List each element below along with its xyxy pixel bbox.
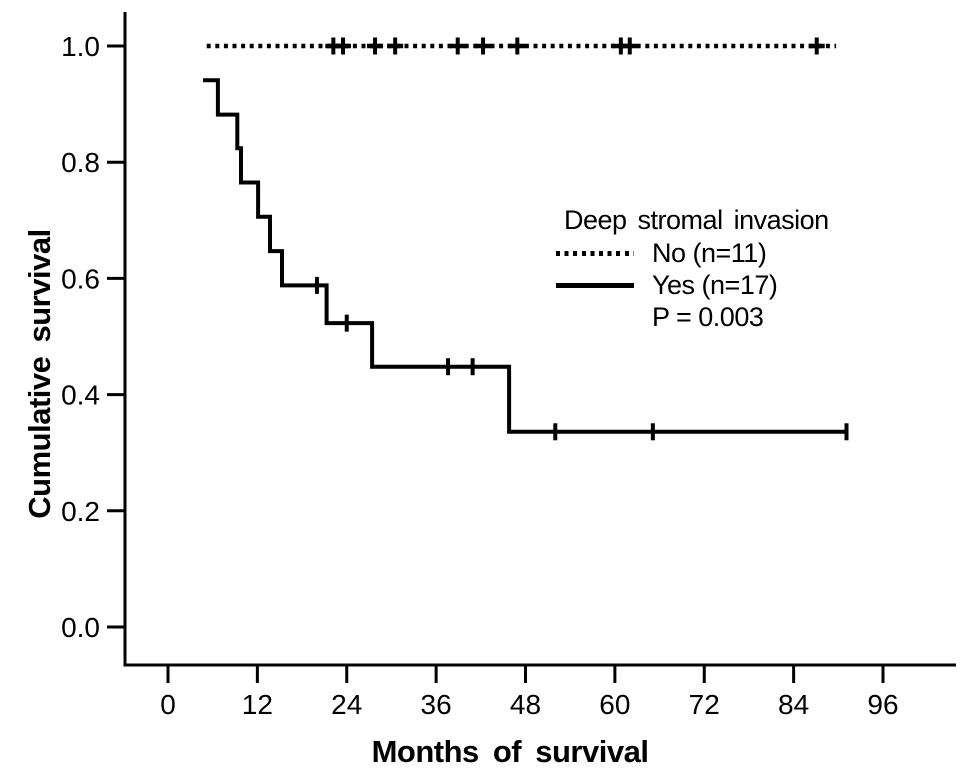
p-value-label: P = 0.003 <box>652 301 764 332</box>
legend-pvalue-row: P = 0.003 <box>556 301 829 333</box>
x-tick-label: 0 <box>160 689 176 720</box>
y-tick-label: 0.0 <box>61 612 100 643</box>
x-axis-title: Months of survival <box>371 734 649 769</box>
y-tick-label: 0.4 <box>61 380 100 411</box>
y-axis-title: Cumulative survival <box>22 229 57 519</box>
legend-entry-yes: Yes (n=17) <box>556 269 829 301</box>
legend-sample-spacer <box>556 315 634 320</box>
y-tick-label: 1.0 <box>61 31 100 62</box>
legend-label-yes: Yes (n=17) <box>652 269 778 300</box>
x-tick-label: 48 <box>510 689 541 720</box>
x-tick-label: 72 <box>689 689 720 720</box>
y-tick-label: 0.8 <box>61 147 100 178</box>
survival-curve-yes <box>203 78 848 434</box>
x-tick-label: 60 <box>599 689 630 720</box>
x-tick-label: 12 <box>242 689 273 720</box>
legend-label-no: No (n=11) <box>652 237 767 268</box>
y-tick-label: 0.2 <box>61 496 100 527</box>
x-tick-label: 36 <box>421 689 452 720</box>
x-tick-label: 24 <box>331 689 362 720</box>
legend-title: Deep stromal invasion <box>564 205 829 235</box>
legend-entry-no: No (n=11) <box>556 237 829 269</box>
solid-line-sample <box>556 282 634 288</box>
legend: Deep stromal invasion No (n=11) Yes (n=1… <box>556 203 829 333</box>
dotted-line-sample <box>556 250 634 256</box>
y-tick-label: 0.6 <box>61 263 100 294</box>
x-tick-label: 84 <box>778 689 809 720</box>
x-tick-label: 96 <box>867 689 898 720</box>
